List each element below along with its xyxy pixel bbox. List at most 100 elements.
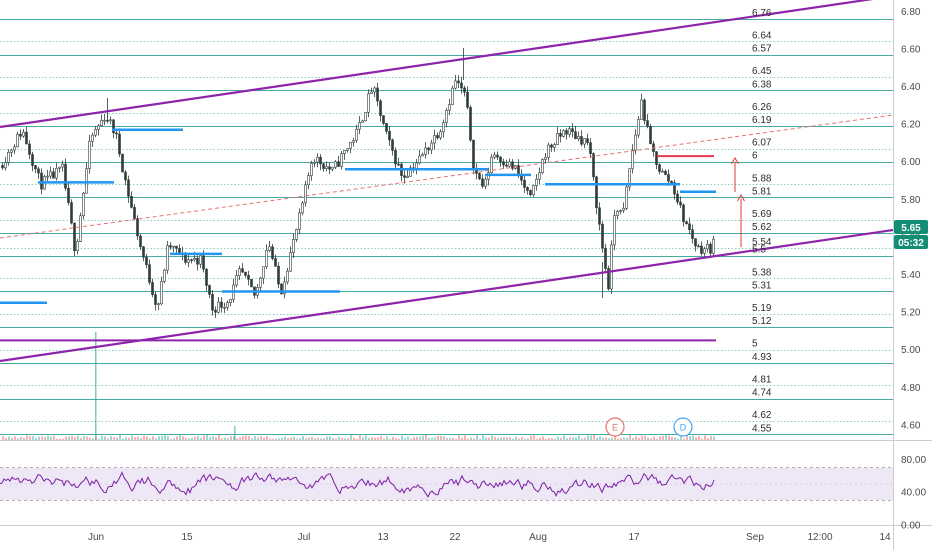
level-label: 6.45 <box>752 66 772 77</box>
volume-bar <box>392 437 394 440</box>
candle <box>166 240 169 274</box>
volume-bar <box>71 435 73 440</box>
candle <box>46 169 49 182</box>
volume-bar <box>623 437 625 440</box>
volume-bar <box>374 437 376 440</box>
candle <box>7 149 10 166</box>
candle <box>574 125 577 140</box>
volume-bar <box>179 435 181 440</box>
candle <box>595 175 598 215</box>
volume-bar <box>548 438 550 440</box>
volume-bar <box>80 437 82 440</box>
last-price-value: 5.65 <box>901 223 921 234</box>
earnings-badge[interactable]: E <box>605 417 625 437</box>
time-tick: Aug <box>529 532 547 543</box>
candle <box>484 176 487 190</box>
dividend-badge[interactable]: D <box>673 417 693 437</box>
volume-bar <box>668 435 670 440</box>
volume-bar <box>152 436 154 440</box>
candle <box>52 167 55 179</box>
price-tick: 6.00 <box>901 157 921 168</box>
candle <box>394 147 397 169</box>
volume-bar <box>98 438 100 440</box>
volume-bar <box>149 438 151 440</box>
candle <box>445 107 448 128</box>
candle <box>406 169 409 179</box>
candle <box>187 253 190 268</box>
candle <box>109 116 112 125</box>
price-tick: 6.60 <box>901 44 921 55</box>
candle <box>151 278 154 298</box>
volume-bar <box>500 437 502 440</box>
candle <box>421 152 424 157</box>
volume-bar <box>710 435 712 440</box>
volume-bar <box>236 438 238 440</box>
level-label: 4.93 <box>752 352 772 363</box>
volume-bar <box>284 436 286 440</box>
candle <box>145 253 148 269</box>
volume-bar <box>386 436 388 440</box>
candle <box>205 267 208 292</box>
level-label: 6.07 <box>752 138 772 149</box>
candle <box>427 146 430 155</box>
volume-bar <box>713 436 715 440</box>
candle <box>439 129 442 141</box>
time-axis[interactable]: Jun 15 Jul 13 22 Aug 17 Sep 12:00 14 <box>88 532 891 543</box>
candle <box>55 162 58 181</box>
volume-bar <box>170 438 172 440</box>
volume-bar <box>218 435 220 440</box>
candle <box>364 112 367 122</box>
candle <box>370 87 373 94</box>
candle <box>115 131 118 139</box>
candle <box>211 290 214 316</box>
candle <box>238 265 241 281</box>
candle <box>190 258 193 264</box>
rsi-guides <box>0 467 893 501</box>
time-tick: 14 <box>879 532 891 543</box>
candle <box>460 76 463 94</box>
volume-bar <box>602 437 604 440</box>
volume-bar <box>587 435 589 440</box>
volume-bar <box>686 435 688 440</box>
candle <box>532 184 535 197</box>
volume-bar <box>437 435 439 440</box>
candle <box>565 127 568 140</box>
volume-bar <box>203 435 205 440</box>
candle <box>358 116 361 135</box>
volume-bar <box>317 437 319 440</box>
volume-bar <box>245 435 247 440</box>
candle <box>268 240 271 253</box>
countdown-value: 05:32 <box>898 238 924 249</box>
volume-bar <box>17 438 19 440</box>
candle <box>403 170 406 184</box>
candle <box>568 126 571 138</box>
candle <box>328 162 331 175</box>
candle <box>469 105 472 142</box>
volume-bar <box>116 437 118 440</box>
candle <box>349 141 352 154</box>
candle <box>397 157 400 166</box>
candle <box>511 159 514 171</box>
candle <box>361 119 364 123</box>
volume-bar <box>131 435 133 440</box>
volume-bar <box>329 436 331 440</box>
candle <box>94 126 97 138</box>
volume-bar <box>353 437 355 440</box>
candle <box>85 162 88 194</box>
candle <box>34 164 37 173</box>
price-tick: 4.60 <box>901 420 921 431</box>
level-label: 5.12 <box>752 316 772 327</box>
volume-bar <box>311 436 313 440</box>
volume-bar <box>281 437 283 440</box>
volume-bar <box>428 437 430 440</box>
volume-bar <box>662 435 664 440</box>
candle <box>82 192 85 220</box>
candle <box>325 161 328 172</box>
volume-bar <box>530 435 532 440</box>
volume-bar <box>335 438 337 440</box>
volume-bar <box>278 438 280 440</box>
volume-bar <box>680 435 682 440</box>
candle <box>505 159 508 168</box>
